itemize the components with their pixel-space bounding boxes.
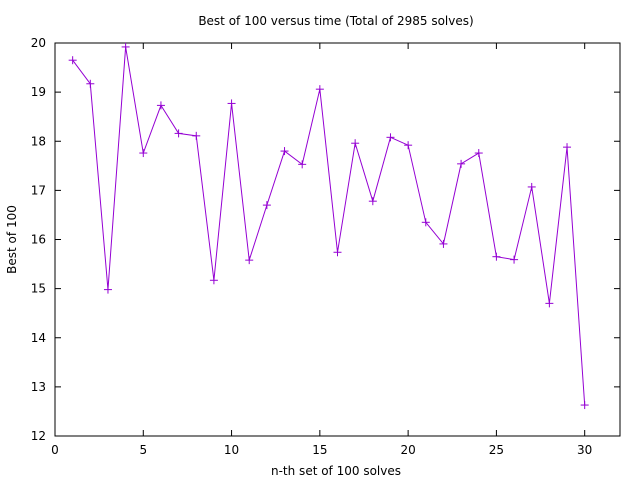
data-point [510, 255, 519, 264]
data-point [192, 131, 201, 140]
data-point [315, 85, 324, 94]
data-point [86, 79, 95, 88]
series-markers [68, 42, 589, 410]
y-tick-label: 13 [31, 380, 46, 394]
y-axis-label: Best of 100 [5, 205, 19, 274]
data-point [298, 160, 307, 169]
data-point [262, 201, 271, 210]
y-tick-label: 17 [31, 183, 46, 197]
data-point [351, 139, 360, 148]
y-tick-label: 19 [31, 85, 46, 99]
y-axis-label-group: Best of 100 [5, 205, 19, 274]
y-tick-label: 16 [31, 233, 46, 247]
data-point [333, 248, 342, 257]
data-point [68, 56, 77, 65]
data-point [457, 159, 466, 168]
chart-title: Best of 100 versus time (Total of 2985 s… [198, 14, 473, 28]
y-tick-label: 15 [31, 282, 46, 296]
y-tick-label: 12 [31, 429, 46, 443]
y-tick-label: 20 [31, 36, 46, 50]
x-tick-label: 10 [224, 443, 239, 457]
data-point [421, 218, 430, 227]
data-point [156, 101, 165, 110]
x-tick-label: 5 [139, 443, 147, 457]
axis-ticks [54, 42, 620, 437]
plot-area-frame [54, 42, 621, 437]
data-point [545, 299, 554, 308]
data-point [174, 129, 183, 138]
y-tick-label: 14 [31, 331, 46, 345]
axis-tick-labels: 0 5 10 15 20 25 30 12 13 14 15 16 17 18 19 20 [31, 36, 593, 457]
series-line [72, 46, 586, 406]
data-point [368, 197, 377, 206]
data-point [386, 133, 395, 142]
data-point [492, 252, 501, 261]
data-point [404, 141, 413, 150]
y-tick-label: 18 [31, 134, 46, 148]
data-point [580, 401, 589, 410]
x-tick-label: 25 [489, 443, 504, 457]
data-point [563, 143, 572, 152]
data-point [139, 149, 148, 158]
data-point [474, 149, 483, 158]
data-point [439, 239, 448, 248]
data-point [280, 147, 289, 156]
x-tick-label: 0 [51, 443, 59, 457]
x-axis-label: n-th set of 100 solves [271, 464, 401, 478]
data-point [227, 99, 236, 108]
data-point [209, 276, 218, 285]
x-tick-label: 20 [400, 443, 415, 457]
data-point [527, 182, 536, 191]
data-point [121, 42, 130, 51]
data-point [245, 256, 254, 265]
x-tick-label: 30 [577, 443, 592, 457]
x-tick-label: 15 [312, 443, 327, 457]
data-point [103, 285, 112, 294]
